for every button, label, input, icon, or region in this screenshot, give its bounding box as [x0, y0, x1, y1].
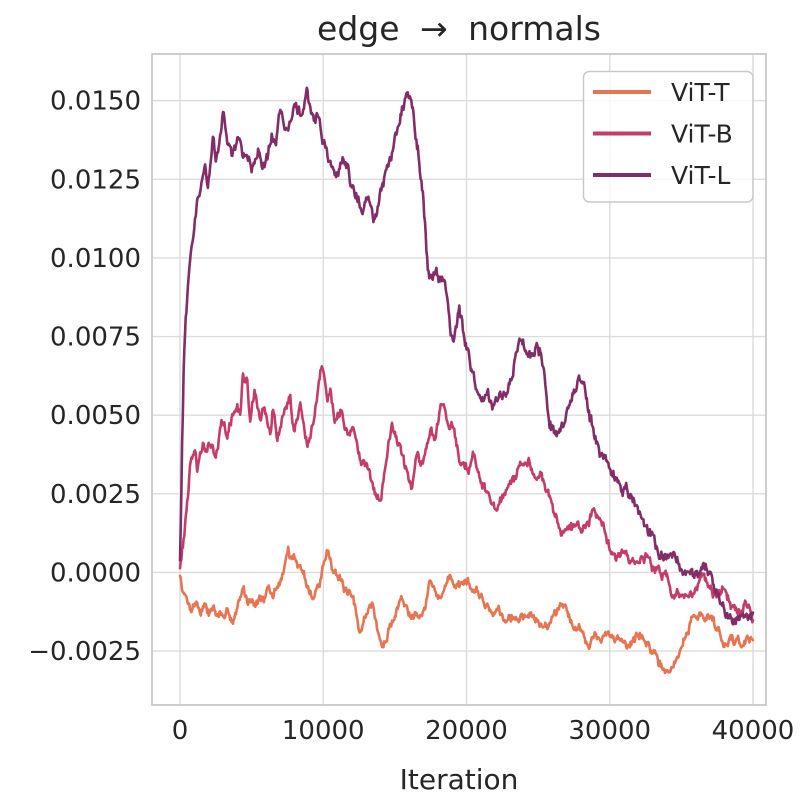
chart-title: edge → normals [317, 9, 601, 48]
series-line-vit-t [178, 545, 755, 675]
x-tick-label: 20000 [425, 716, 508, 746]
series-line-vit-l [178, 86, 755, 626]
x-tick-label: 0 [172, 716, 189, 746]
legend-label-vit-l: ViT-L [671, 161, 730, 190]
plot-border [151, 53, 767, 706]
y-tick-label: −0.0025 [28, 637, 141, 667]
y-tick-label: 0.0050 [50, 401, 141, 431]
y-tick-label: 0.0125 [50, 165, 141, 195]
series-line-vit-b [178, 365, 755, 624]
y-tick-label: 0.0000 [50, 558, 141, 588]
legend-box [582, 70, 754, 203]
legend-label-vit-t: ViT-T [671, 78, 730, 107]
y-tick-label: 0.0100 [50, 244, 141, 274]
x-tick-label: 30000 [568, 716, 651, 746]
y-tick-label: 0.0075 [50, 323, 141, 353]
x-axis-label: Iteration [400, 763, 519, 796]
y-tick-label: 0.0150 [50, 87, 141, 117]
x-tick-label: 40000 [712, 716, 795, 746]
x-tick-label: 10000 [282, 716, 365, 746]
y-tick-label: 0.0025 [50, 480, 141, 510]
legend-label-vit-b: ViT-B [671, 120, 733, 149]
